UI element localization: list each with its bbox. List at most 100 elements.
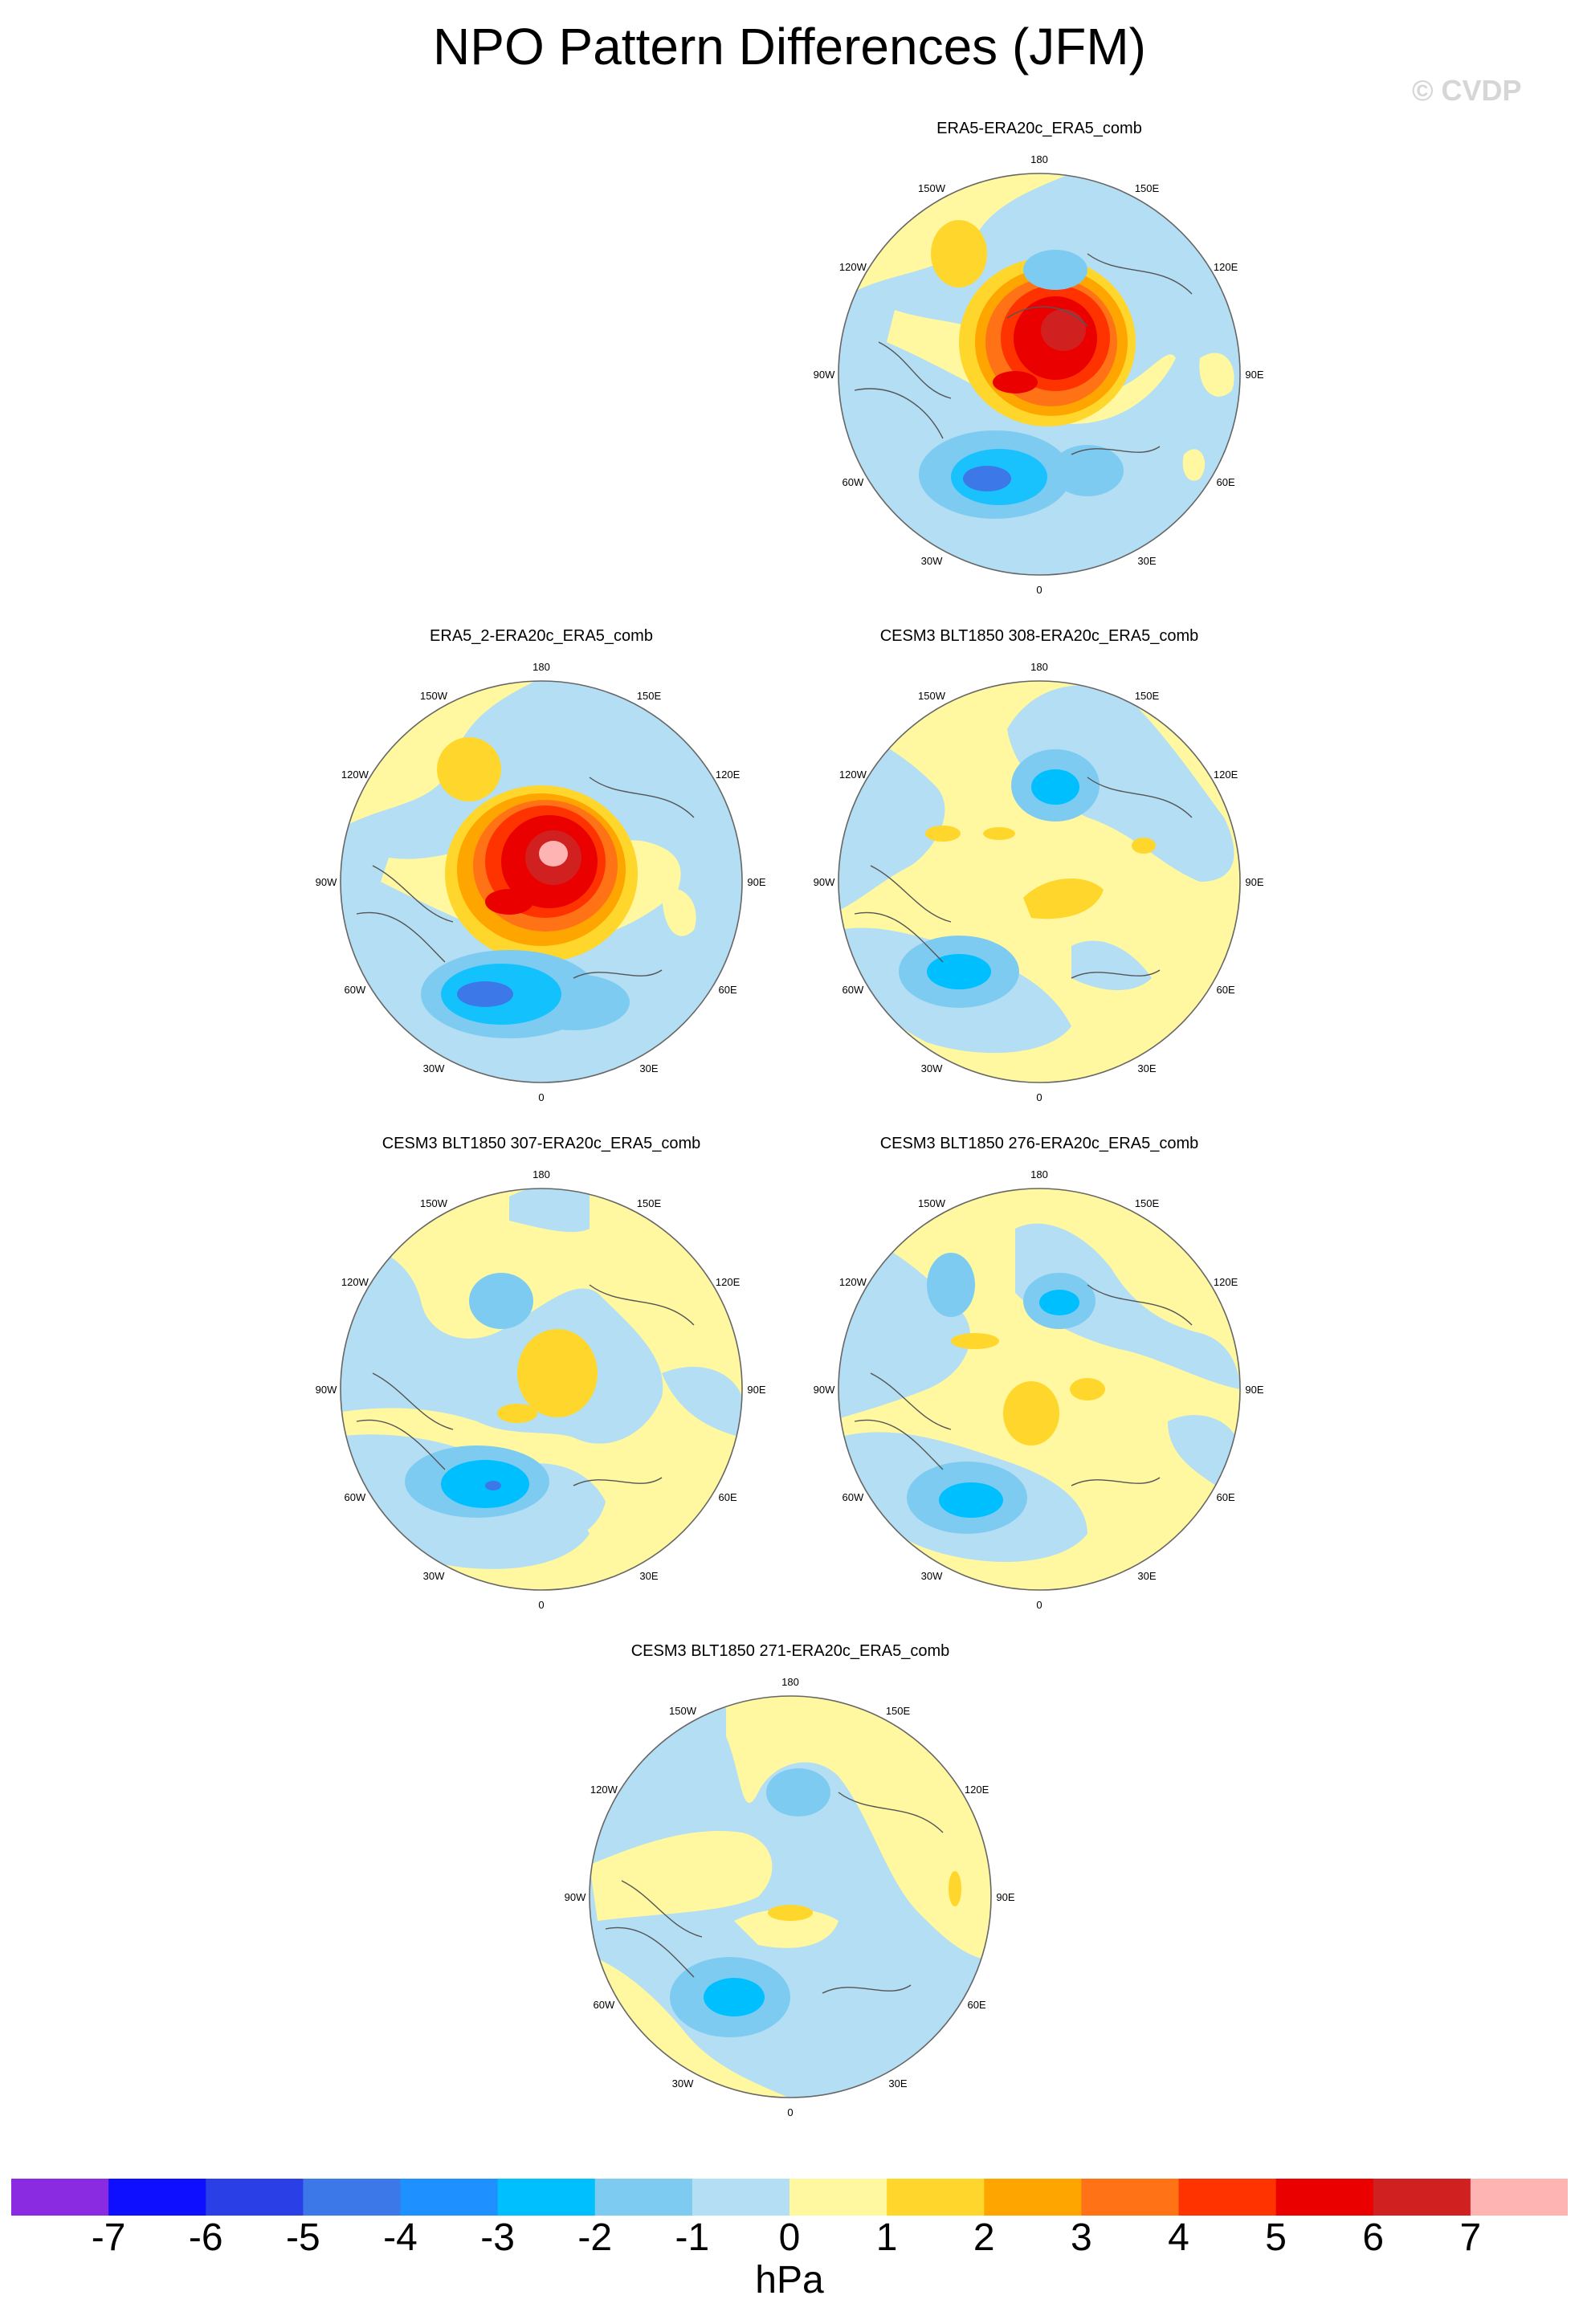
longitude-label: 120E bbox=[716, 1276, 741, 1288]
longitude-label: 120E bbox=[1214, 1276, 1238, 1288]
polar-map: 180 150E 120E 90E 60E 30E 0 30W 60W 90W 120W 150W bbox=[565, 1676, 1015, 2118]
longitude-label: 60W bbox=[594, 1999, 615, 2011]
colorbar-tick-label: -1 bbox=[675, 2216, 710, 2259]
colorbar-tick-label: 5 bbox=[1265, 2216, 1287, 2259]
colorbar-tick-label: 3 bbox=[1071, 2216, 1092, 2259]
longitude-label: 90E bbox=[747, 1384, 765, 1396]
colorbar-tick-label: 7 bbox=[1459, 2216, 1482, 2259]
longitude-label: 0 bbox=[1036, 1599, 1042, 1611]
longitude-label: 180 bbox=[1030, 153, 1048, 165]
longitude-label: 60W bbox=[345, 984, 366, 996]
longitude-label: 150W bbox=[918, 182, 946, 194]
colorbar-swatch bbox=[1275, 2179, 1374, 2216]
figure-title: NPO Pattern Differences (JFM) bbox=[433, 18, 1146, 75]
colorbar-tick-label: 4 bbox=[1168, 2216, 1189, 2259]
panel-title: CESM3 BLT1850 271-ERA20c_ERA5_comb bbox=[630, 1642, 950, 1660]
longitude-label: 30E bbox=[1137, 555, 1156, 567]
longitude-labels: 180 150E 120E 90E 60E 30E 0 30W 60W 90W 120W 150W bbox=[814, 153, 1264, 596]
longitude-label: 30E bbox=[1137, 1062, 1156, 1074]
longitude-label: 180 bbox=[781, 1676, 799, 1688]
colorbar-swatch bbox=[1178, 2179, 1277, 2216]
colorbar-tick-label: -3 bbox=[480, 2216, 515, 2259]
longitude-label: 120E bbox=[965, 1784, 989, 1796]
longitude-label: 120E bbox=[716, 769, 741, 781]
longitude-label: 30W bbox=[423, 1570, 445, 1582]
longitude-label: 90W bbox=[316, 876, 337, 888]
cvdp-watermark: © CVDP bbox=[1412, 74, 1522, 107]
longitude-label: 90W bbox=[814, 369, 835, 381]
longitude-label: 120W bbox=[839, 769, 867, 781]
colorbar bbox=[11, 2179, 1568, 2216]
panel-title: CESM3 BLT1850 307-ERA20c_ERA5_comb bbox=[381, 1135, 701, 1152]
longitude-label: 30W bbox=[423, 1062, 445, 1074]
longitude-label: 180 bbox=[532, 1168, 550, 1180]
longitude-labels: 180 150E 120E 90E 60E 30E 0 30W 60W 90W 120W 150W bbox=[316, 1168, 766, 1611]
polar-map: 180 150E 120E 90E 60E 30E 0 30W 60W 90W 120W 150W bbox=[814, 153, 1264, 596]
longitude-label: 0 bbox=[787, 2106, 793, 2118]
map-panel-cesm3-308: CESM3 BLT1850 308-ERA20c_ERA5_comb 180 15… bbox=[806, 626, 1272, 1118]
longitude-label: 30W bbox=[921, 555, 943, 567]
colorbar-tick-label: -2 bbox=[577, 2216, 613, 2259]
longitude-label: 180 bbox=[1030, 661, 1048, 673]
panel-title: CESM3 BLT1850 276-ERA20c_ERA5_comb bbox=[879, 1135, 1199, 1152]
longitude-label: 60E bbox=[968, 1999, 986, 2011]
longitude-label: 90W bbox=[316, 1384, 337, 1396]
longitude-label: 150E bbox=[1135, 182, 1160, 194]
colorbar-swatch bbox=[790, 2179, 887, 2216]
colorbar-swatch bbox=[1470, 2179, 1568, 2216]
longitude-label: 90E bbox=[747, 876, 765, 888]
longitude-label: 90W bbox=[565, 1891, 586, 1903]
longitude-label: 60W bbox=[345, 1491, 366, 1503]
longitude-label: 150E bbox=[637, 690, 662, 702]
longitude-label: 60E bbox=[719, 1491, 737, 1503]
map-panel-era5: ERA5-ERA20c_ERA5_comb 180 150E 120E 90E 60E 3 bbox=[806, 119, 1272, 610]
colorbar-tick-label: -4 bbox=[383, 2216, 418, 2259]
longitude-label: 120W bbox=[341, 1276, 369, 1288]
polar-map: 180 150E 120E 90E 60E 30E 0 30W 60W 90W 120W 150W bbox=[316, 1168, 766, 1611]
longitude-label: 30E bbox=[888, 2077, 907, 2090]
map-rim bbox=[838, 173, 1241, 576]
colorbar-swatch bbox=[984, 2179, 1082, 2216]
longitude-label: 90W bbox=[814, 1384, 835, 1396]
colorbar-tick-label: -7 bbox=[91, 2216, 126, 2259]
polar-map: 180 150E 120E 90E 60E 30E 0 30W 60W 90W 120W 150W bbox=[316, 661, 766, 1103]
longitude-label: 60W bbox=[843, 984, 864, 996]
longitude-label: 30E bbox=[639, 1570, 658, 1582]
map-panel-era5-2: ERA5_2-ERA20c_ERA5_comb 180 150E 120E 90E 60… bbox=[308, 626, 774, 1118]
colorbar-swatch bbox=[206, 2179, 304, 2216]
longitude-labels: 180 150E 120E 90E 60E 30E 0 30W 60W 90W 120W 150W bbox=[814, 1168, 1264, 1611]
colorbar-tick-label: -6 bbox=[188, 2216, 223, 2259]
longitude-label: 30E bbox=[639, 1062, 658, 1074]
longitude-label: 0 bbox=[1036, 584, 1042, 596]
colorbar-swatch bbox=[887, 2179, 985, 2216]
panel-title: ERA5-ERA20c_ERA5_comb bbox=[936, 120, 1142, 137]
polar-map: 180 150E 120E 90E 60E 30E 0 30W 60W 90W 120W 150W bbox=[814, 1168, 1264, 1611]
map-panel-cesm3-276: CESM3 BLT1850 276-ERA20c_ERA5_comb 180 15… bbox=[806, 1134, 1272, 1625]
colorbar-swatch bbox=[11, 2179, 109, 2216]
longitude-label: 60W bbox=[843, 476, 864, 488]
colorbar-units: hPa bbox=[755, 2259, 824, 2302]
longitude-labels: 180 150E 120E 90E 60E 30E 0 30W 60W 90W 120W 150W bbox=[316, 661, 766, 1103]
longitude-label: 60E bbox=[719, 984, 737, 996]
longitude-label: 150E bbox=[1135, 1197, 1160, 1209]
longitude-label: 90E bbox=[996, 1891, 1014, 1903]
longitude-label: 30W bbox=[672, 2077, 694, 2090]
longitude-label: 60E bbox=[1217, 1491, 1235, 1503]
longitude-label: 150W bbox=[918, 1197, 946, 1209]
longitude-label: 180 bbox=[1030, 1168, 1048, 1180]
longitude-label: 60E bbox=[1217, 476, 1235, 488]
panel-title: CESM3 BLT1850 308-ERA20c_ERA5_comb bbox=[879, 627, 1199, 645]
longitude-label: 120W bbox=[839, 261, 867, 273]
longitude-label: 150W bbox=[669, 1705, 697, 1717]
colorbar-tick-label: 6 bbox=[1362, 2216, 1385, 2259]
colorbar-tick-label: -5 bbox=[286, 2216, 320, 2259]
longitude-label: 30E bbox=[1137, 1570, 1156, 1582]
longitude-labels: 180 150E 120E 90E 60E 30E 0 30W 60W 90W 120W 150W bbox=[814, 661, 1264, 1103]
longitude-label: 150E bbox=[886, 1705, 911, 1717]
longitude-label: 120W bbox=[590, 1784, 618, 1796]
longitude-label: 30W bbox=[921, 1062, 943, 1074]
longitude-label: 90E bbox=[1245, 1384, 1263, 1396]
longitude-label: 0 bbox=[538, 1091, 544, 1103]
longitude-label: 30W bbox=[921, 1570, 943, 1582]
longitude-label: 150E bbox=[637, 1197, 662, 1209]
